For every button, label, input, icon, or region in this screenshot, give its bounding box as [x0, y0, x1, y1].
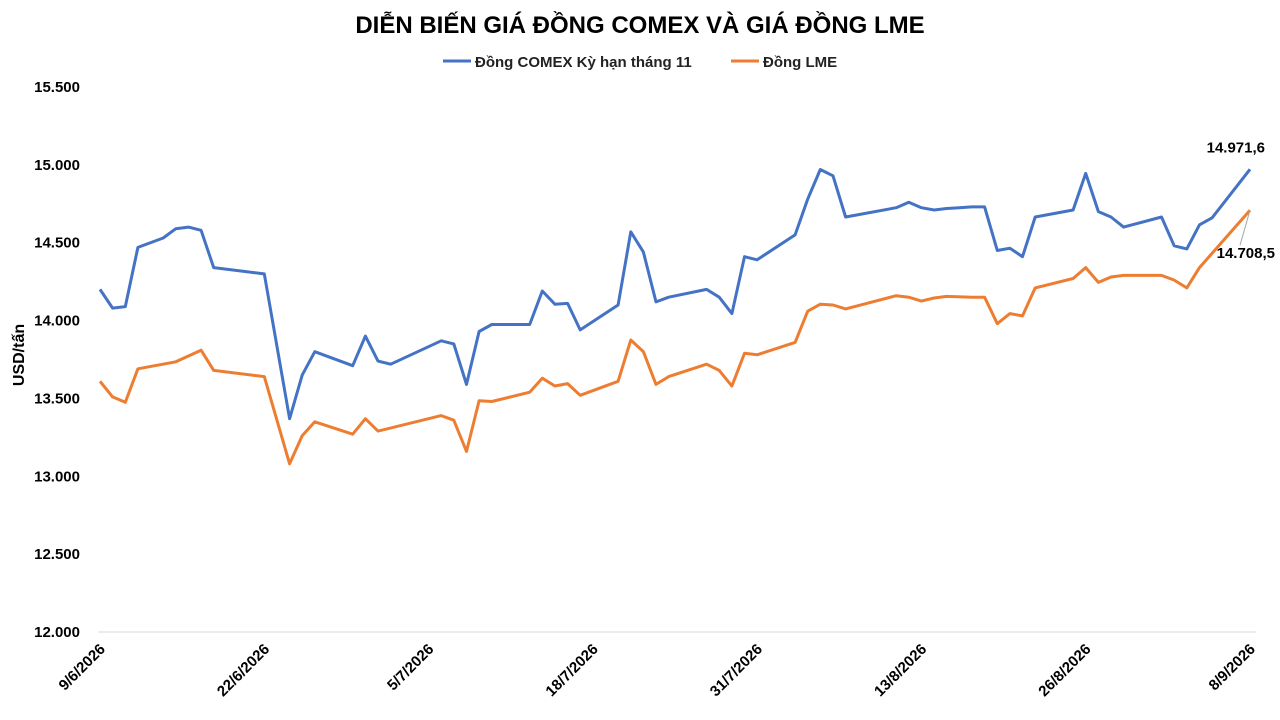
chart-title: DIỄN BIẾN GIÁ ĐỒNG COMEX VÀ GIÁ ĐỒNG LME: [355, 10, 924, 39]
legend-label-comex: Đồng COMEX Kỳ hạn tháng 11: [475, 54, 692, 71]
y-tick-label: 14.000: [34, 313, 80, 330]
y-tick-label: 12.500: [34, 546, 80, 563]
x-tick-label: 5/7/2026: [384, 641, 437, 694]
x-tick-label: 8/9/2026: [1206, 641, 1259, 694]
x-tick-label: 31/7/2026: [707, 641, 766, 700]
x-tick-label: 13/8/2026: [871, 641, 930, 700]
y-tick-label: 12.000: [34, 624, 80, 641]
y-axis-label: USD/tấn: [11, 324, 28, 386]
y-tick-label: 15.500: [34, 79, 80, 96]
y-tick-label: 15.000: [34, 157, 80, 174]
series-line-lme: [98, 209, 1252, 466]
x-tick-label: 26/8/2026: [1035, 641, 1094, 700]
x-tick-label: 18/7/2026: [542, 641, 601, 700]
legend-label-lme: Đồng LME: [763, 54, 837, 71]
y-tick-label: 13.500: [34, 390, 80, 407]
x-tick-label: 9/6/2026: [56, 641, 109, 694]
y-axis-ticks: 15.500 15.000 14.500 14.000 13.500 13.000 12.5…: [34, 79, 80, 641]
data-labels: 14.971,6 14.708,5: [1207, 139, 1275, 262]
x-axis-ticks: 9/6/2026 22/6/2026 5/7/2026 18/7/2026 31/7/2…: [56, 641, 1259, 700]
y-tick-label: 14.500: [34, 235, 80, 252]
data-label: 14.708,5: [1217, 245, 1275, 262]
x-tick-label: 22/6/2026: [214, 641, 273, 700]
legend: Đồng COMEX Kỳ hạn tháng 11 Đồng LME: [443, 54, 837, 71]
y-tick-label: 13.000: [34, 468, 80, 485]
series-line-comex: [98, 168, 1252, 421]
data-label-leader: [1239, 210, 1251, 246]
data-label: 14.971,6: [1207, 139, 1265, 156]
series-layer: [98, 168, 1252, 466]
